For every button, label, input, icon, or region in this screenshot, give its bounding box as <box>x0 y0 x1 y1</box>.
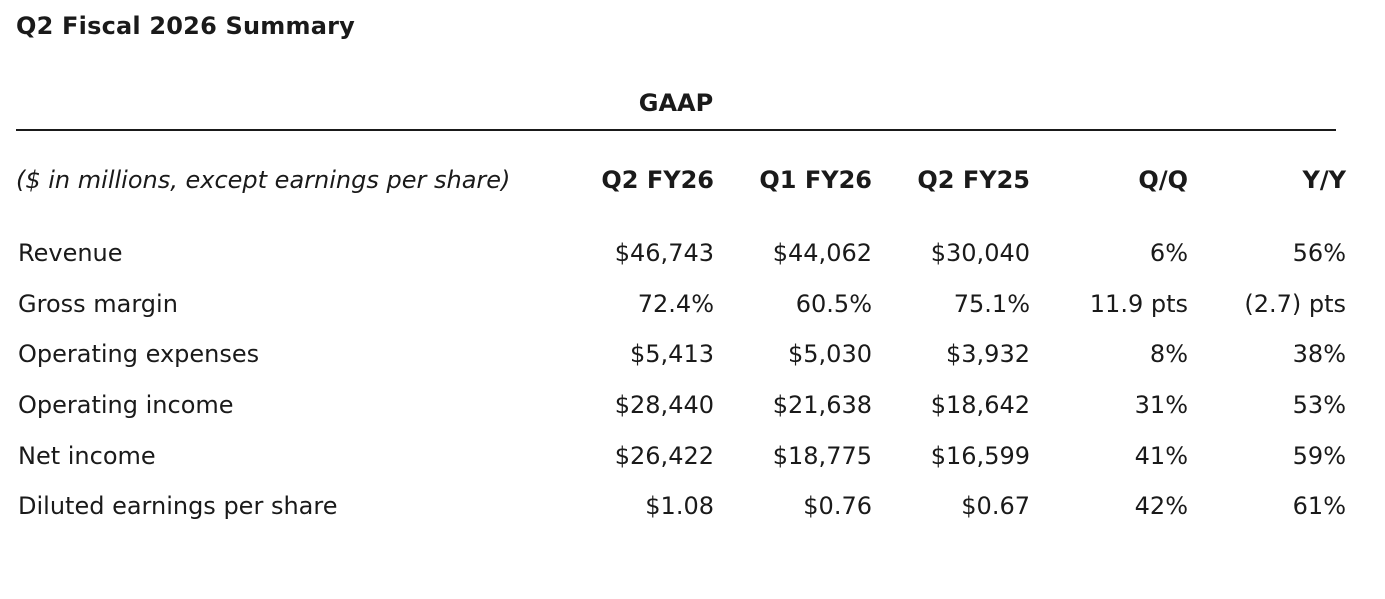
table-row: Diluted earnings per share $1.08 $0.76 $… <box>16 481 1346 532</box>
column-header: Q2 FY25 <box>917 166 1030 194</box>
table-cell: $0.76 <box>803 492 872 521</box>
table-cell: $18,642 <box>930 391 1030 420</box>
table-cell: 8% <box>1149 340 1188 369</box>
table-cell: 6% <box>1149 239 1188 268</box>
table-row: Revenue $46,743 $44,062 $30,040 6% 56% <box>16 228 1346 279</box>
table-cell: 60.5% <box>795 289 872 318</box>
table-cell: $30,040 <box>930 239 1030 268</box>
units-note: ($ in millions, except earnings per shar… <box>16 166 511 194</box>
column-header: Q1 FY26 <box>759 166 872 194</box>
table-cell: 38% <box>1292 340 1346 369</box>
table-cell: 41% <box>1134 441 1188 470</box>
row-label: Net income <box>18 441 156 470</box>
table-cell: $18,775 <box>772 441 872 470</box>
column-header: Q/Q <box>1138 166 1188 194</box>
table-cell: $21,638 <box>772 391 872 420</box>
table-cell: $28,440 <box>614 391 714 420</box>
table-cell: 59% <box>1292 441 1346 470</box>
summary-table: ($ in millions, except earnings per shar… <box>16 132 1346 532</box>
row-label: Operating expenses <box>18 340 260 369</box>
table-cell: 42% <box>1134 492 1188 521</box>
table-cell: $46,743 <box>614 239 714 268</box>
table-row: Operating income $28,440 $21,638 $18,642… <box>16 380 1346 431</box>
table-cell: (2.7) pts <box>1244 289 1346 318</box>
table-row: Gross margin 72.4% 60.5% 75.1% 11.9 pts … <box>16 279 1346 330</box>
table-cell: $0.67 <box>961 492 1030 521</box>
column-header: Y/Y <box>1302 166 1346 194</box>
table-cell: $26,422 <box>614 441 714 470</box>
table-cell: 11.9 pts <box>1089 289 1188 318</box>
table-cell: 53% <box>1292 391 1346 420</box>
row-label: Revenue <box>18 239 123 268</box>
table-cell: $5,030 <box>788 340 872 369</box>
table-row: Net income $26,422 $18,775 $16,599 41% 5… <box>16 430 1346 481</box>
table-cell: $1.08 <box>645 492 714 521</box>
header-divider <box>16 129 1336 131</box>
table-cell: 31% <box>1134 391 1188 420</box>
column-header: Q2 FY26 <box>601 166 714 194</box>
table-cell: $3,932 <box>946 340 1030 369</box>
table-cell: $16,599 <box>930 441 1030 470</box>
table-cell: $44,062 <box>772 239 872 268</box>
table-cell: 61% <box>1292 492 1346 521</box>
row-label: Diluted earnings per share <box>18 492 338 521</box>
gaap-section-label: GAAP <box>638 89 714 117</box>
table-cell: 56% <box>1292 239 1346 268</box>
table-header-row: ($ in millions, except earnings per shar… <box>16 132 1346 228</box>
row-label: Gross margin <box>18 289 178 318</box>
row-label: Operating income <box>18 391 234 420</box>
page-title: Q2 Fiscal 2026 Summary <box>16 12 355 40</box>
table-cell: $5,413 <box>630 340 714 369</box>
table-cell: 72.4% <box>637 289 714 318</box>
table-row: Operating expenses $5,413 $5,030 $3,932 … <box>16 329 1346 380</box>
table-cell: 75.1% <box>953 289 1030 318</box>
